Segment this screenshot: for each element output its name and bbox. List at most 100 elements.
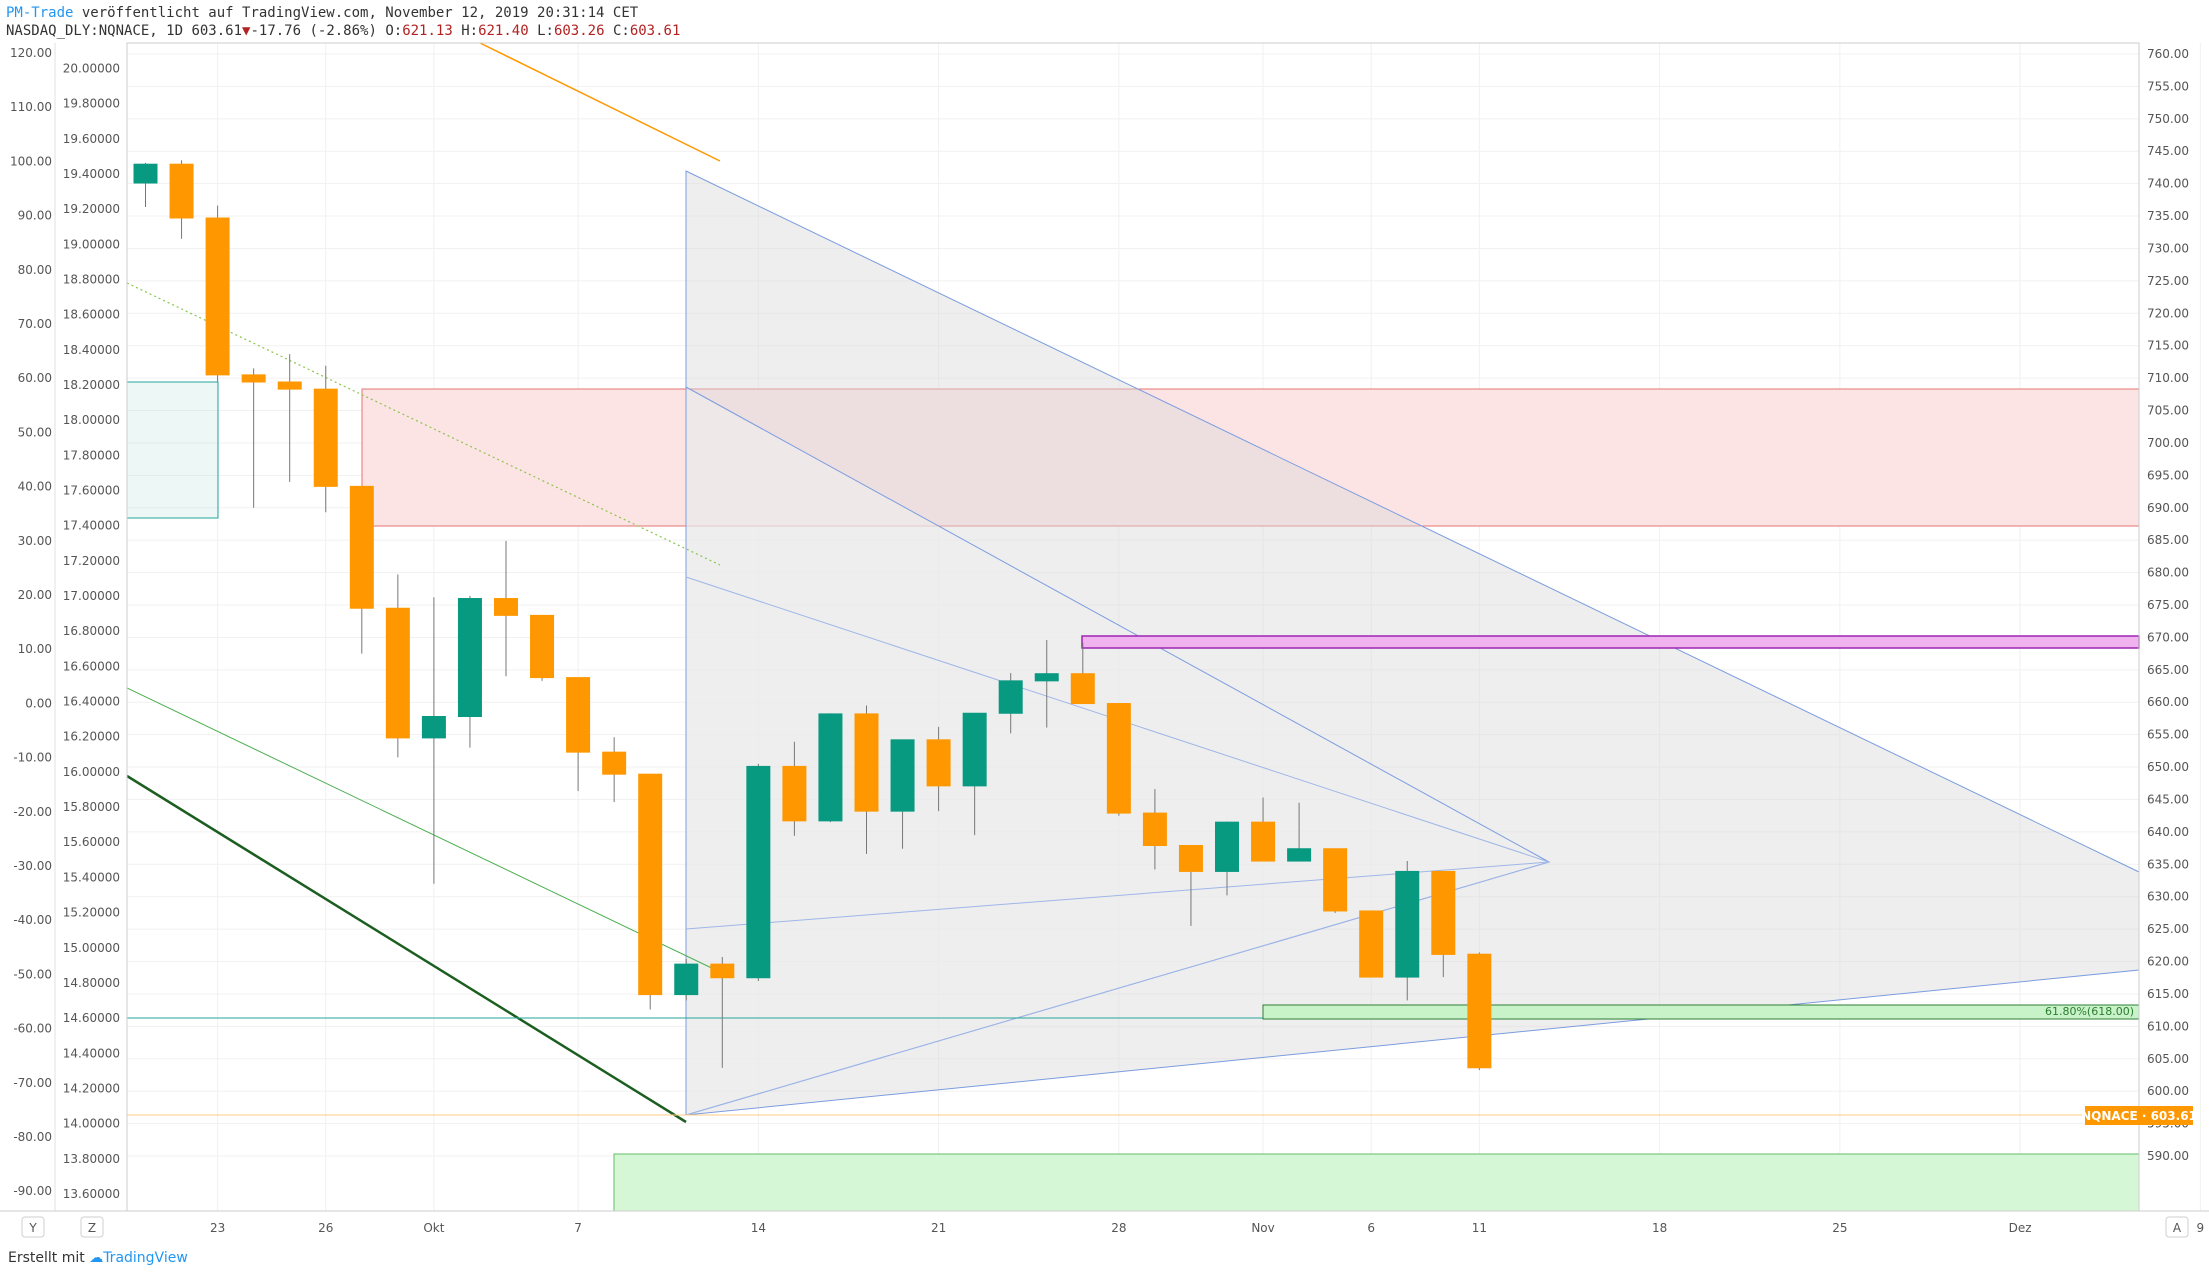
symbol-text: NASDAQ_DLY:NQNACE, 1D bbox=[6, 23, 184, 39]
y-left-inner-tick: 16.00000 bbox=[63, 765, 120, 779]
y-right-tick: 650.00 bbox=[2147, 760, 2189, 774]
x-tick: 21 bbox=[931, 1221, 946, 1235]
y-right-tick: 600.00 bbox=[2147, 1084, 2189, 1098]
candle bbox=[926, 726, 951, 812]
y-left-outer-tick: 30.00 bbox=[18, 534, 52, 548]
y-right-tick: 755.00 bbox=[2147, 79, 2189, 93]
candle-body bbox=[1359, 910, 1384, 978]
down-arrow-icon: ▼ bbox=[242, 23, 251, 39]
x-tick: 7 bbox=[574, 1221, 582, 1235]
candle-body bbox=[1323, 848, 1348, 912]
candle-body bbox=[1287, 848, 1312, 862]
y-left-inner-tick: 19.40000 bbox=[63, 167, 120, 181]
candle bbox=[1467, 952, 1492, 1071]
drawings bbox=[126, 42, 2140, 1212]
y-left-inner-tick: 19.60000 bbox=[63, 132, 120, 146]
auto-scale-button[interactable] bbox=[2165, 1216, 2189, 1238]
y-left-inner-tick: 16.20000 bbox=[63, 730, 120, 744]
y-left-inner-tick: 17.40000 bbox=[63, 519, 120, 533]
footer-created: Erstellt mit bbox=[8, 1250, 85, 1266]
y-left-outer-tick: 40.00 bbox=[18, 480, 52, 494]
candle-body bbox=[1431, 870, 1456, 955]
orange-trendline bbox=[479, 42, 721, 162]
y-right-tick: 680.00 bbox=[2147, 566, 2189, 580]
candle bbox=[169, 160, 194, 239]
candle-body bbox=[1034, 673, 1059, 682]
y-left-inner-tick: 14.20000 bbox=[63, 1081, 120, 1095]
candle bbox=[998, 673, 1023, 734]
x-tick: 11 bbox=[1472, 1221, 1487, 1235]
change-text: -17.76 (-2.86%) bbox=[250, 23, 377, 39]
y-left-inner-tick: 18.40000 bbox=[63, 343, 120, 357]
y-right-tick: 760.00 bbox=[2147, 47, 2189, 61]
y-right-tick: 725.00 bbox=[2147, 274, 2189, 288]
candle bbox=[277, 354, 302, 482]
y-button-label: Y bbox=[28, 1221, 37, 1235]
y-left-inner-tick: 13.60000 bbox=[63, 1187, 120, 1201]
y-left-inner-tick: 14.60000 bbox=[63, 1011, 120, 1025]
y-right-tick: 610.00 bbox=[2147, 1019, 2189, 1033]
x-tick: 23 bbox=[210, 1221, 225, 1235]
tradingview-link[interactable]: TradingView bbox=[103, 1250, 188, 1266]
candle bbox=[530, 614, 555, 681]
y-left-inner-tick: 19.80000 bbox=[63, 97, 120, 111]
y-left-outer-tick: -50.00 bbox=[13, 967, 52, 981]
y-left-outer-tick: 10.00 bbox=[18, 642, 52, 656]
y-left-outer-tick: 120.00 bbox=[10, 46, 52, 60]
x-tick: Nov bbox=[1251, 1221, 1274, 1235]
last-price: 603.61 bbox=[191, 23, 243, 39]
y-left-inner-tick: 18.20000 bbox=[63, 378, 120, 392]
candle-body bbox=[926, 739, 951, 787]
candle bbox=[746, 763, 771, 981]
y-right-tick: 715.00 bbox=[2147, 339, 2189, 353]
candle bbox=[1431, 870, 1456, 978]
y-right-tick: 675.00 bbox=[2147, 598, 2189, 612]
candles bbox=[133, 160, 1492, 1071]
candle bbox=[313, 365, 338, 513]
x-tick: 14 bbox=[751, 1221, 766, 1235]
candle-body bbox=[421, 715, 446, 739]
fib-label: 61.80%(618.00) bbox=[2045, 1005, 2134, 1018]
x-tick: 25 bbox=[1832, 1221, 1847, 1235]
candle-body bbox=[241, 374, 266, 383]
green-trendline-thin bbox=[126, 687, 721, 973]
candle-body bbox=[710, 963, 735, 979]
author-link[interactable]: PM-Trade bbox=[6, 5, 74, 21]
z-button-label: Z bbox=[88, 1221, 96, 1235]
y-left-inner-tick: 15.80000 bbox=[63, 800, 120, 814]
z-button[interactable] bbox=[80, 1216, 104, 1238]
y-right-tick: 685.00 bbox=[2147, 533, 2189, 547]
y-left-inner-tick: 17.00000 bbox=[63, 589, 120, 603]
candle-body bbox=[638, 773, 663, 996]
candle bbox=[890, 739, 915, 849]
candle bbox=[1034, 640, 1059, 728]
candle bbox=[674, 958, 699, 1001]
y-left-outer-tick: -60.00 bbox=[13, 1022, 52, 1036]
y-right-tick: 645.00 bbox=[2147, 792, 2189, 806]
y-right-tick: 735.00 bbox=[2147, 209, 2189, 223]
candle bbox=[710, 956, 735, 1068]
price-tag-label: NQNACE · 603.61 bbox=[2081, 1109, 2197, 1123]
candle bbox=[1142, 789, 1167, 870]
open-label: O: bbox=[385, 23, 403, 39]
y-left-outer-tick: -30.00 bbox=[13, 859, 52, 873]
candle bbox=[133, 162, 158, 207]
y-right-tick: 720.00 bbox=[2147, 306, 2189, 320]
y-left-outer-tick: 50.00 bbox=[18, 425, 52, 439]
candle-body bbox=[566, 677, 591, 753]
candle bbox=[385, 574, 410, 758]
header-line-2: NASDAQ_DLY:NQNACE, 1D 603.61▼-17.76 (-2.… bbox=[6, 23, 680, 39]
y-right-tick: 740.00 bbox=[2147, 177, 2189, 191]
candle bbox=[638, 773, 663, 1010]
candle bbox=[1395, 861, 1420, 1001]
open-value: 621.13 bbox=[402, 23, 453, 39]
y-button[interactable] bbox=[21, 1216, 45, 1238]
low-label: L: bbox=[537, 23, 554, 39]
y-left-inner-tick: 18.00000 bbox=[63, 413, 120, 427]
y-right-tick: 690.00 bbox=[2147, 501, 2189, 515]
y-right-tick: 620.00 bbox=[2147, 955, 2189, 969]
y-left-inner-tick: 19.00000 bbox=[63, 237, 120, 251]
y-right-tick: 705.00 bbox=[2147, 404, 2189, 418]
